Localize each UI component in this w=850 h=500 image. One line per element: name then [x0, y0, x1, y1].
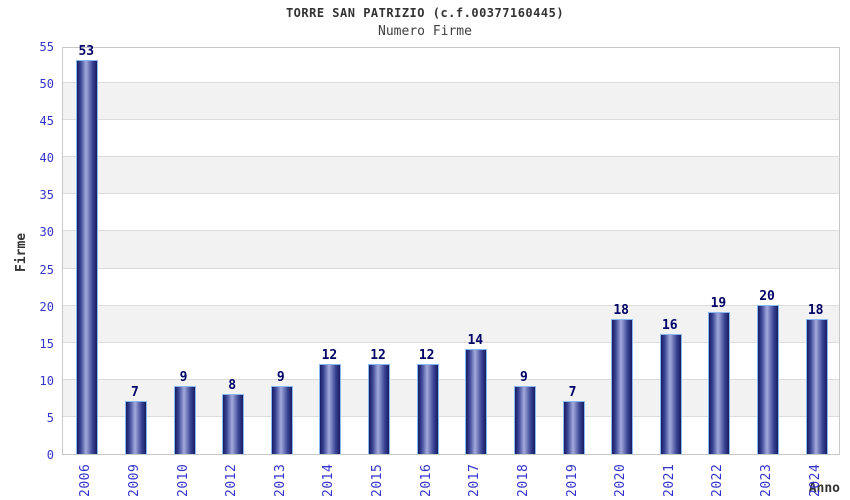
bar-2020	[611, 319, 634, 454]
plot-area	[62, 47, 840, 455]
bar-value-label: 53	[78, 43, 95, 59]
bar-2019	[562, 401, 585, 454]
y-gridline	[63, 267, 839, 269]
bar-value-label: 8	[228, 377, 237, 393]
bar-2022	[708, 312, 731, 454]
bar-value-label: 16	[661, 318, 678, 334]
y-gridline	[63, 378, 839, 380]
x-tick-label: 2019	[564, 463, 580, 497]
y-tick-label: 40	[39, 151, 54, 166]
bar-value-label: 18	[807, 303, 824, 319]
x-tick-label: 2022	[710, 463, 726, 497]
x-axis-title: Anno	[808, 481, 840, 496]
bar-2013	[270, 386, 293, 454]
bar-2024	[805, 319, 828, 454]
y-tick-label: 10	[39, 373, 54, 388]
y-tick-label: 55	[39, 40, 54, 54]
y-gridline	[63, 193, 839, 195]
y-gridline	[63, 341, 839, 343]
x-tick-label: 2010	[175, 463, 191, 497]
bar-value-label: 20	[759, 288, 775, 304]
x-tick-label: 2006	[78, 463, 94, 497]
bar-2012	[222, 393, 245, 454]
x-tick-label: 2015	[370, 463, 386, 497]
y-grid-band	[63, 157, 839, 195]
y-gridline	[63, 304, 839, 306]
bar-2014	[319, 363, 342, 454]
y-tick-label: 45	[39, 114, 54, 129]
bar-2023	[757, 304, 780, 454]
bar-value-label: 7	[131, 385, 139, 401]
bar-value-label: 12	[418, 347, 435, 363]
y-grid-band	[63, 83, 839, 121]
y-tick-label: 30	[39, 225, 54, 240]
x-tick-label: 2014	[321, 463, 337, 497]
y-tick-label: 0	[46, 448, 54, 462]
bar-2009	[124, 401, 147, 454]
bar-value-label: 14	[467, 333, 484, 349]
chart-title: TORRE SAN PATRIZIO (c.f.00377160445)	[285, 6, 565, 20]
bar-2021	[659, 334, 682, 454]
x-tick-label: 2009	[126, 463, 142, 497]
y-gridline	[63, 156, 839, 158]
bar-value-label: 18	[613, 303, 630, 319]
x-tick-label: 2016	[418, 463, 434, 497]
y-tick-label: 50	[39, 77, 54, 92]
y-grid-band	[63, 231, 839, 269]
y-tick-label: 15	[39, 336, 54, 351]
bar-2016	[416, 363, 439, 454]
x-tick-label: 2020	[613, 463, 629, 497]
x-tick-label: 2013	[272, 463, 288, 497]
bar-value-label: 9	[179, 370, 188, 386]
bar-2017	[465, 349, 488, 454]
bar-value-label: 12	[321, 347, 338, 363]
bar-2018	[513, 386, 536, 454]
x-tick-label: 2012	[224, 463, 240, 497]
y-gridline	[63, 230, 839, 232]
x-tick-label: 2018	[515, 463, 531, 497]
bar-value-label: 12	[370, 347, 386, 363]
bar-2006	[76, 59, 99, 454]
bar-value-label: 19	[710, 296, 727, 312]
bar-2015	[368, 363, 391, 454]
y-tick-label: 25	[39, 262, 54, 277]
bar-value-label: 9	[276, 370, 285, 386]
chart-subtitle: Numero Firme	[378, 24, 472, 39]
y-gridline	[63, 82, 839, 84]
y-tick-label: 5	[46, 410, 54, 425]
y-tick-label: 20	[39, 299, 54, 314]
bar-value-label: 9	[520, 370, 528, 386]
x-tick-label: 2024	[807, 463, 823, 497]
y-gridline	[63, 415, 839, 417]
y-tick-label: 35	[39, 188, 54, 203]
x-tick-label: 2023	[759, 463, 775, 497]
x-tick-label: 2021	[661, 463, 677, 497]
bar-value-label: 7	[568, 385, 577, 401]
y-gridline	[63, 119, 839, 121]
x-tick-label: 2017	[467, 463, 483, 497]
bar-2010	[173, 386, 196, 454]
